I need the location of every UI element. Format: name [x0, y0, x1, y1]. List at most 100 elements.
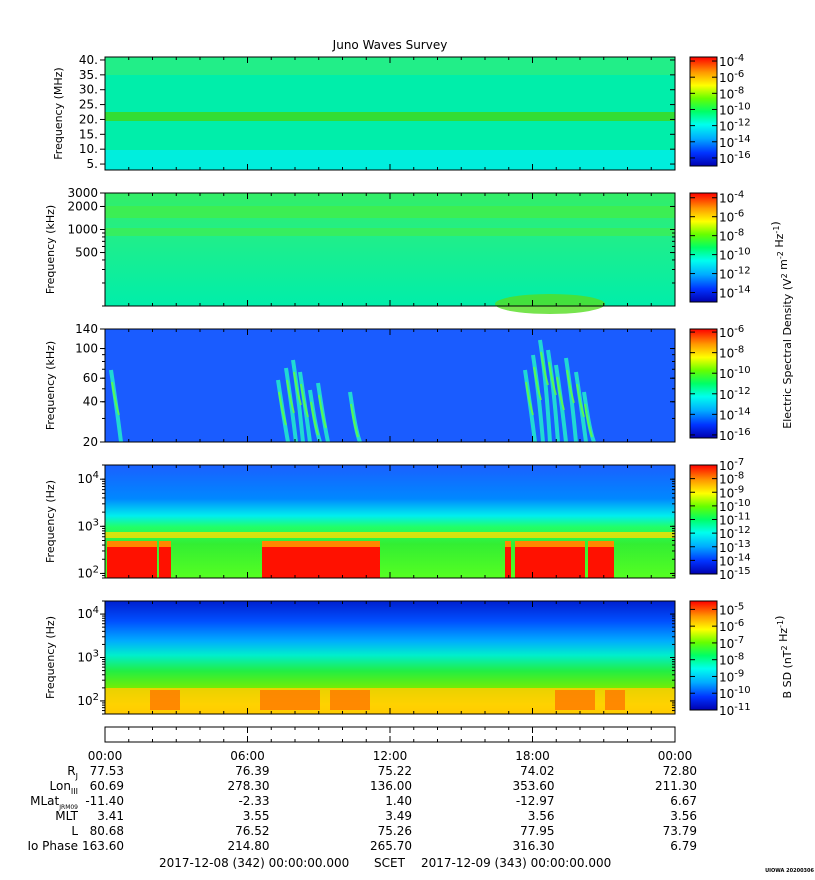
tick-marks	[104, 57, 676, 742]
y-tick-label: 103	[77, 517, 99, 533]
chart-title: Juno Waves Survey	[332, 38, 448, 52]
colorbar-tick-label: 10-5	[719, 601, 744, 617]
y-tick-label: 2000	[67, 199, 98, 213]
colorbar-tick-label: 10-8	[719, 85, 744, 101]
emission-burst-core	[540, 351, 549, 386]
ephemeris-row-label: LonIII	[50, 779, 79, 796]
y-tick-label: 1000	[67, 222, 98, 236]
y-tick-label: 100	[75, 342, 98, 356]
y-tick-label: 30.	[79, 83, 98, 97]
colorbar-tick-label: 10-16	[719, 150, 751, 166]
ephemeris-value: 3.49	[385, 809, 412, 823]
ephemeris-value: 278.30	[228, 779, 270, 793]
y-tick-label: 40.	[79, 53, 98, 67]
emission-burst-core	[318, 394, 327, 429]
colorbar	[689, 328, 718, 439]
footer-start-time: 2017-12-08 (342) 00:00:00.000	[159, 856, 349, 870]
y-tick-label: 25.	[79, 98, 98, 112]
colorbar-tick-label: 10-9	[719, 484, 744, 500]
emission-burst-core	[278, 391, 287, 426]
intense-emission-block	[588, 546, 614, 578]
ephemeris-value: 6.79	[670, 839, 697, 853]
colorbar-tick-label: 10-10	[719, 247, 751, 263]
footer-scet-label: SCET	[374, 856, 406, 870]
ephemeris-value: 3.56	[670, 809, 697, 823]
y-tick-label: 20.	[79, 112, 98, 126]
colorbar-tick-label: 10-11	[719, 512, 751, 528]
panel-wfr-electric	[104, 464, 676, 579]
ephemeris-value: 74.02	[520, 764, 554, 778]
ephemeris-value: -11.40	[85, 794, 124, 808]
ephemeris-value: 353.60	[513, 779, 555, 793]
emission-line-500hz	[105, 532, 675, 538]
y-tick-label: 35.	[79, 68, 98, 82]
time-label: 12:00	[373, 749, 408, 763]
colorbar	[689, 56, 718, 167]
panel-hfr-low	[104, 192, 676, 314]
intense-emission-edge	[588, 541, 614, 547]
intense-emission-edge	[505, 541, 511, 547]
y-axis-label: Frequency (MHz)	[52, 67, 65, 159]
panel-lfr-high	[104, 328, 676, 443]
ephemeris-row-label: RJ	[67, 764, 78, 781]
ephemeris-row-label: MLT	[55, 809, 78, 823]
y-axis-label: Frequency (kHz)	[44, 341, 57, 430]
emission-burst-core	[584, 403, 593, 438]
y-tick-label: 40	[83, 395, 98, 409]
intense-emission-edge	[262, 541, 380, 547]
ephemeris-value: 163.60	[82, 839, 124, 853]
y-tick-label: 60	[83, 371, 98, 385]
emission-burst-core	[525, 381, 534, 416]
emission-burst-core	[566, 369, 575, 404]
ephemeris-row-label: Io Phase	[27, 839, 78, 853]
ephemeris-value: 80.68	[90, 824, 124, 838]
intense-emission-block	[505, 546, 511, 578]
colorbar-tick-label: 10-13	[719, 539, 751, 555]
ephemeris-value: 3.41	[97, 809, 124, 823]
y-axis-label: Frequency (Hz)	[44, 616, 57, 699]
colorbar-label: Electric Spectral Density (V2 m-2 Hz-1)	[769, 221, 794, 428]
time-label: 18:00	[515, 749, 550, 763]
y-tick-label: 102	[77, 564, 99, 580]
emission-band-2000khz	[105, 206, 675, 218]
emission-band-21mhz	[105, 112, 675, 121]
low-frequency-enhancement-patch	[605, 690, 625, 710]
y-tick-label: 104	[77, 605, 99, 621]
emission-burst-core	[533, 366, 542, 401]
time-label: 06:00	[230, 749, 265, 763]
ephemeris-value: 265.70	[370, 839, 412, 853]
colorbar-tick-label: 10-14	[719, 552, 751, 568]
emission-burst-core	[286, 379, 295, 414]
emission-burst-core	[300, 383, 309, 418]
ephemeris-value: 136.00	[370, 779, 412, 793]
ephemeris-value: 76.52	[235, 824, 269, 838]
ephemeris-value: 73.79	[663, 824, 697, 838]
emission-burst-core	[350, 403, 359, 438]
colorbar-tick-label: 10-6	[719, 618, 744, 634]
y-tick-label: 103	[77, 649, 99, 665]
y-axis-label: Frequency (kHz)	[44, 205, 57, 294]
time-label: 00:00	[88, 749, 123, 763]
ephemeris-value: 214.80	[228, 839, 270, 853]
y-tick-label: 20	[83, 435, 98, 449]
panel-hfr-high	[104, 56, 676, 171]
y-tick-label: 102	[77, 692, 99, 708]
ephemeris-value: 211.30	[655, 779, 697, 793]
low-frequency-enhancement-patch	[260, 690, 320, 710]
ephemeris-value: 76.39	[235, 764, 269, 778]
ephemeris-value: 77.53	[90, 764, 124, 778]
colorbar-tick-label: 10-12	[719, 525, 751, 541]
colorbar-label: B SD (nT2 Hz-1)	[773, 616, 794, 699]
emission-burst-core	[548, 361, 557, 396]
ephemeris-row-label: L	[71, 824, 78, 838]
colorbar-tick-label: 10-8	[719, 471, 744, 487]
ephemeris-value: -12.97	[516, 794, 555, 808]
emission-burst-core	[310, 401, 319, 436]
ephemeris-value: -2.33	[238, 794, 269, 808]
colorbar-tick-label: 10-9	[719, 668, 744, 684]
colorbar-tick-label: 10-14	[719, 285, 751, 301]
footer-end-time: 2017-12-09 (343) 00:00:00.000	[421, 856, 611, 870]
ephemeris-value: 72.80	[663, 764, 697, 778]
emission-burst-core	[111, 381, 120, 416]
